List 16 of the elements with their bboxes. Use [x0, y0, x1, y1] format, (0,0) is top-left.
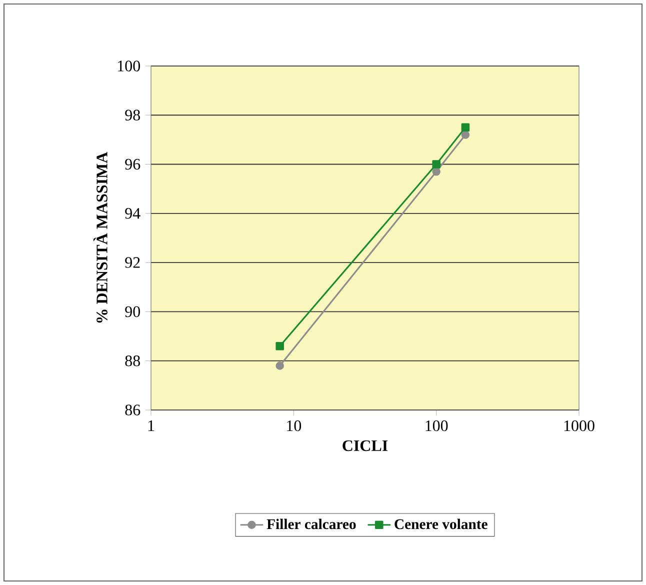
x-tick-label: 1 — [148, 420, 154, 431]
x-axis-title: CICLI — [342, 440, 388, 452]
y-tick-label: 88 — [125, 355, 140, 366]
legend-label: Cenere volante — [394, 518, 488, 530]
legend-label: Filler calcareo — [266, 518, 356, 530]
y-axis-title: % DENSITÀ MASSIMA — [94, 152, 108, 323]
y-tick-label: 96 — [125, 158, 140, 170]
y-tick-label: 94 — [125, 208, 140, 219]
y-tick-label: 92 — [125, 257, 140, 268]
x-tick-label: 100 — [426, 420, 448, 432]
x-tick-label: 1000 — [564, 420, 594, 432]
y-tick-label: 86 — [125, 404, 140, 416]
y-tick-label: 90 — [125, 306, 140, 318]
y-tick-label: 98 — [125, 110, 140, 121]
x-tick-label: 10 — [287, 420, 302, 432]
y-tick-label: 100 — [118, 60, 140, 72]
